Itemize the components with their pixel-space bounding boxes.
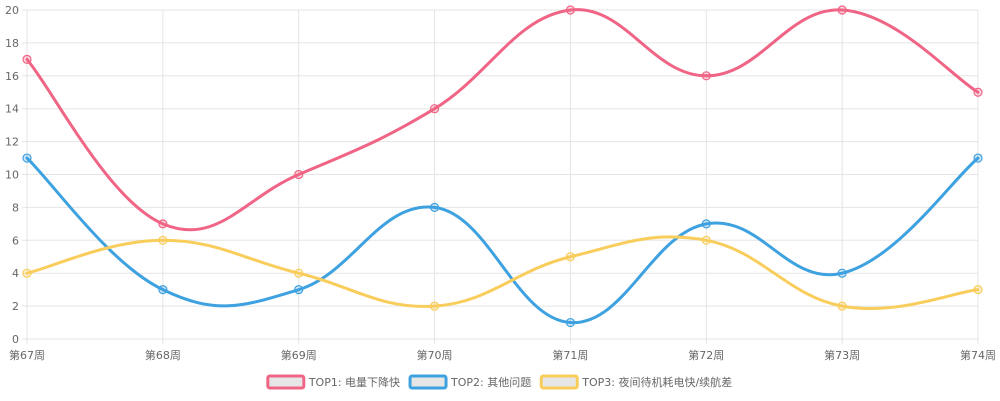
y-tick-label: 12 bbox=[5, 136, 19, 149]
x-tick-label: 第72周 bbox=[688, 348, 724, 362]
data-point[interactable] bbox=[429, 301, 440, 311]
y-tick-label: 18 bbox=[5, 37, 19, 50]
data-point[interactable] bbox=[22, 268, 32, 278]
legend-swatch bbox=[539, 374, 579, 390]
x-tick-label: 第71周 bbox=[552, 348, 588, 362]
grid-layer bbox=[26, 9, 979, 340]
x-tick-label: 第74周 bbox=[960, 348, 996, 362]
y-tick-label: 16 bbox=[5, 70, 19, 83]
data-point[interactable] bbox=[429, 104, 440, 114]
legend-swatch bbox=[408, 374, 448, 390]
y-tick-label: 20 bbox=[5, 4, 19, 17]
data-point[interactable] bbox=[973, 153, 983, 163]
y-tick-label: 8 bbox=[12, 201, 19, 214]
data-point[interactable] bbox=[837, 268, 847, 278]
series-line bbox=[25, 8, 980, 232]
y-tick-label: 6 bbox=[12, 234, 19, 247]
series-2 bbox=[22, 153, 983, 328]
data-point[interactable] bbox=[158, 235, 168, 245]
y-tick-label: 0 bbox=[12, 333, 19, 346]
data-point[interactable] bbox=[22, 153, 32, 163]
x-tick-label: 第70周 bbox=[417, 348, 453, 362]
legend-item-3[interactable]: TOP3: 夜间待机耗电快/续航差 bbox=[539, 374, 732, 390]
data-point[interactable] bbox=[294, 268, 304, 278]
data-point[interactable] bbox=[837, 301, 847, 311]
data-point[interactable] bbox=[158, 285, 168, 295]
legend-swatch bbox=[266, 374, 306, 390]
data-point[interactable] bbox=[294, 285, 304, 295]
data-point[interactable] bbox=[701, 219, 711, 229]
data-point[interactable] bbox=[565, 5, 576, 15]
y-tick-label: 14 bbox=[5, 103, 19, 116]
data-point[interactable] bbox=[701, 235, 711, 245]
data-point[interactable] bbox=[973, 87, 983, 97]
series-line bbox=[25, 156, 980, 325]
legend-item-1[interactable]: TOP1: 电量下降快 bbox=[266, 374, 400, 390]
x-tick-label: 第67周 bbox=[9, 348, 45, 362]
legend-label: TOP1: 电量下降快 bbox=[308, 375, 400, 389]
data-point[interactable] bbox=[565, 317, 576, 328]
series-line bbox=[25, 235, 980, 311]
data-point[interactable] bbox=[565, 252, 576, 262]
y-tick-label: 10 bbox=[5, 169, 19, 182]
legend-label: TOP2: 其他问题 bbox=[450, 376, 531, 389]
y-tick-label: 4 bbox=[12, 267, 19, 280]
legend[interactable]: TOP1: 电量下降快 TOP2: 其他问题 TOP3: 夜间待机耗电快/续航差 bbox=[266, 374, 732, 390]
data-point[interactable] bbox=[22, 54, 32, 64]
data-point[interactable] bbox=[294, 169, 304, 180]
x-tick-label: 第73周 bbox=[824, 348, 860, 362]
data-point[interactable] bbox=[837, 5, 847, 15]
axis-layer: 0 2 4 6 8 10 12 14 16 18 20 第67周 第68周 第69周 第70周 第71周 第72… bbox=[5, 4, 996, 362]
x-tick-label: 第68周 bbox=[145, 348, 181, 362]
data-point[interactable] bbox=[701, 71, 711, 81]
x-tick-label: 第69周 bbox=[281, 348, 317, 362]
legend-item-2[interactable]: TOP2: 其他问题 bbox=[408, 374, 531, 390]
data-point[interactable] bbox=[429, 202, 440, 212]
series-3 bbox=[22, 235, 983, 311]
data-point[interactable] bbox=[973, 285, 983, 295]
series-1 bbox=[22, 5, 983, 232]
legend-label: TOP3: 夜间待机耗电快/续航差 bbox=[581, 375, 732, 389]
y-tick-label: 2 bbox=[12, 300, 19, 313]
data-point[interactable] bbox=[158, 219, 168, 229]
series-layer bbox=[22, 5, 983, 328]
